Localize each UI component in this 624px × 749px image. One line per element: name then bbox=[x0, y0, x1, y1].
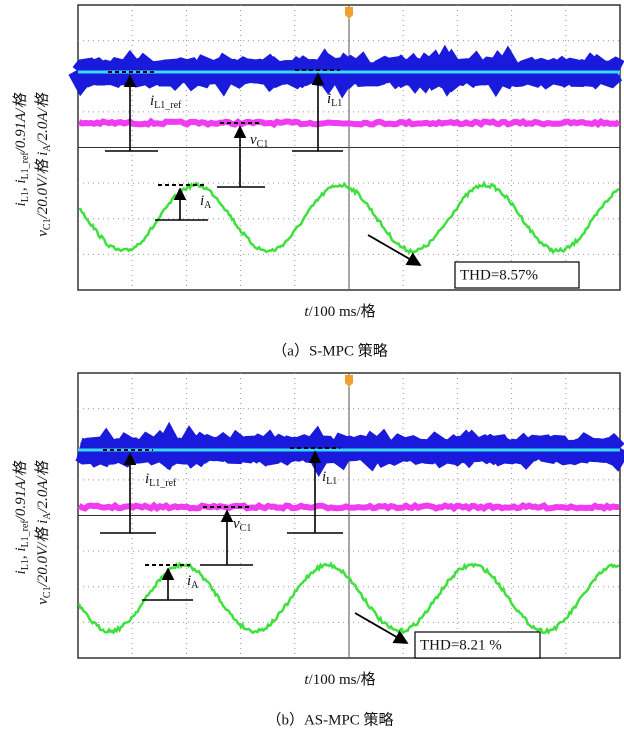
y-axis-label-sub: C1 bbox=[42, 586, 53, 598]
x-axis-label: t/100 ms/格 bbox=[304, 303, 375, 320]
y-axis-label-part: , i bbox=[13, 548, 29, 560]
y-axis-label-sub: L1 bbox=[20, 191, 31, 202]
y-axis-label-sub: L1_ref bbox=[20, 520, 31, 548]
caption: （a）S-MPC 策略 bbox=[272, 342, 387, 359]
x-axis-label: t/100 ms/格 bbox=[304, 671, 375, 688]
annotation-label-sub: C1 bbox=[240, 523, 252, 534]
y-axis-label-sub: C1 bbox=[42, 218, 53, 230]
y-axis-label-part: /2.0A/格 bbox=[34, 92, 51, 145]
annotation-label-sub: A bbox=[191, 580, 199, 591]
y-axis-label-sub: L1_ref bbox=[20, 152, 31, 180]
caption: （b）AS-MPC 策略 bbox=[266, 711, 393, 728]
y-axis-label-part: /0.91A/格 bbox=[12, 461, 29, 522]
y-axis-label: iL1, iL1_ref/0.91A/格 bbox=[12, 93, 31, 207]
x-axis-label-sub: /100 ms/格 bbox=[309, 671, 376, 688]
y-axis-label-sub: L1 bbox=[20, 559, 31, 570]
ia-trace bbox=[79, 506, 619, 509]
thd-label: THD=8.21 % bbox=[420, 637, 502, 653]
y-axis-label: vC1/20.0V/格 iA/2.0A/格 bbox=[34, 92, 53, 236]
figure: iL1_refiL1vC1iATHD=8.57%iL1, iL1_ref/0.9… bbox=[0, 0, 624, 749]
annotation-label-sub: C1 bbox=[257, 139, 269, 150]
y-axis-label-part: , i bbox=[13, 180, 29, 192]
annotation-label-sub: L1_ref bbox=[154, 100, 182, 111]
ia-trace bbox=[79, 122, 619, 125]
x-axis-label-sub: /100 ms/格 bbox=[309, 303, 376, 320]
y-axis-label-part: /20.0V/格 i bbox=[34, 152, 51, 220]
annotation-label-sub: L1_ref bbox=[149, 478, 177, 489]
thd-label: THD=8.57% bbox=[460, 267, 538, 283]
y-axis-label-part: /0.91A/格 bbox=[12, 93, 29, 154]
y-axis-label: vC1/20.0V/格 iA/2.0A/格 bbox=[34, 460, 53, 604]
y-axis-label-part: /2.0A/格 bbox=[34, 460, 51, 513]
y-axis-label-part: /20.0V/格 i bbox=[34, 520, 51, 588]
annotation-label-sub: L1 bbox=[331, 98, 342, 109]
annotation-label-sub: L1 bbox=[326, 476, 337, 487]
annotation-label-sub: A bbox=[204, 200, 212, 211]
y-axis-label: iL1, iL1_ref/0.91A/格 bbox=[12, 461, 31, 575]
